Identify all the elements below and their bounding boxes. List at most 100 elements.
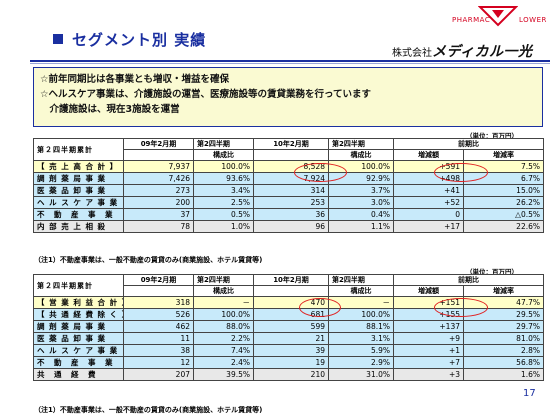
page-title: セグメント別 実績: [72, 31, 207, 49]
row-label: ヘ ル ス ケ ア 事 業: [33, 344, 124, 357]
cell-a: 7,426: [123, 172, 194, 185]
header-period-10: 10年2月期: [253, 274, 329, 286]
cell-c: 253: [253, 196, 329, 209]
table-row: 不 動 産 事 業 12 2.4% 19 2.9% +7 56.8%: [33, 356, 544, 369]
table-row: 医 薬 品 卸 事 業 11 2.2% 21 3.1% +9 81.0%: [33, 332, 544, 345]
cell-e: +3: [393, 368, 464, 381]
header-label: 第２四半期累計: [33, 138, 124, 161]
cell-a: 273: [123, 184, 194, 197]
unit-label: （単位：百万円）: [466, 268, 518, 276]
highlight-circle: [294, 163, 347, 182]
cell-f: 81.0%: [463, 332, 544, 345]
cell-b: 1.0%: [193, 220, 254, 233]
row-label: 医 薬 品 卸 事 業: [33, 332, 124, 345]
table-header-row: 第２四半期累計 09年2月期 第2四半期 10年2月期 第2四半期 前期比: [33, 138, 544, 161]
cell-b: 2.5%: [193, 196, 254, 209]
cell-e: +137: [393, 320, 464, 333]
footnote: （注1）不動産事業は、一般不動産の賃貸のみ(商業施設、ホテル賃貸等): [34, 256, 263, 264]
cell-d: 2.9%: [328, 356, 394, 369]
header-period-09: 09年2月期: [123, 274, 194, 286]
cell-e: +17: [393, 220, 464, 233]
row-label: 内 部 売 上 相 殺: [33, 220, 124, 233]
summary-notes-box: ☆前年同期比は各事業とも増収・増益を確保 ☆ヘルスケア事業は、介護施設の運営、医…: [33, 67, 543, 127]
row-label: 【 共 通 経 費 除 く 】: [33, 308, 124, 321]
cell-e: +41: [393, 184, 464, 197]
profit-table: 第２四半期累計 09年2月期 第2四半期 10年2月期 第2四半期 前期比 構成…: [33, 274, 544, 381]
header-blank: [123, 149, 194, 161]
cell-c: 21: [253, 332, 329, 345]
highlight-circle: [434, 163, 488, 182]
header-period-10: 10年2月期: [253, 138, 329, 150]
header-period-09: 09年2月期: [123, 138, 194, 150]
cell-b: 2.4%: [193, 356, 254, 369]
row-label: 不 動 産 事 業: [33, 356, 124, 369]
highlight-circle: [434, 298, 488, 317]
cell-a: 37: [123, 208, 194, 221]
company-prefix: 株式会社: [392, 48, 432, 59]
cell-c: 19: [253, 356, 329, 369]
table-row: 内 部 売 上 相 殺 78 1.0% 96 1.1% +17 22.6%: [33, 220, 544, 233]
cell-a: 462: [123, 320, 194, 333]
cell-e: 0: [393, 208, 464, 221]
cell-d: 0.4%: [328, 208, 394, 221]
cell-f: 2.8%: [463, 344, 544, 357]
table-row: 共 通 経 費 207 39.5% 210 31.0% +3 1.6%: [33, 368, 544, 381]
header-diff: 増減額: [393, 285, 464, 297]
table-row: ヘ ル ス ケ ア 事 業 200 2.5% 253 3.0% +52 26.2%: [33, 196, 544, 209]
cell-b: 88.0%: [193, 320, 254, 333]
header-divider-thin: [30, 63, 550, 64]
cell-f: 22.6%: [463, 220, 544, 233]
header-prev: 前期比: [393, 138, 544, 150]
cell-c: 39: [253, 344, 329, 357]
table-row: ヘ ル ス ケ ア 事 業 38 7.4% 39 5.9% +1 2.8%: [33, 344, 544, 357]
header-blank: [253, 149, 329, 161]
header-blank: [123, 285, 194, 297]
unit-label: （単位：百万円）: [466, 132, 518, 140]
cell-a: 7,937: [123, 160, 194, 173]
row-label: ヘ ル ス ケ ア 事 業: [33, 196, 124, 209]
cell-a: 526: [123, 308, 194, 321]
note-line: ☆ヘルスケア事業は、介護施設の運営、医療施設等の賃貸業務を行っています: [40, 89, 372, 100]
row-label: 【 売 上 高 合 計 】: [33, 160, 124, 173]
table-header-row: 構成比 構成比 増減額 増減率: [34, 285, 544, 297]
row-label: 医 薬 品 卸 事 業: [33, 184, 124, 197]
cell-c: 96: [253, 220, 329, 233]
cell-a: 200: [123, 196, 194, 209]
sales-table: 第２四半期累計 09年2月期 第2四半期 10年2月期 第2四半期 前期比 構成…: [33, 138, 544, 233]
cell-d: 88.1%: [328, 320, 394, 333]
cell-c: 599: [253, 320, 329, 333]
cell-d: 5.9%: [328, 344, 394, 357]
row-label: 共 通 経 費: [33, 368, 124, 381]
footnote: （注1）不動産事業は、一般不動産の賃貸のみ(商業施設、ホテル賃貸等): [34, 406, 263, 414]
page-number: 17: [523, 388, 536, 399]
cell-e: +1: [393, 344, 464, 357]
cell-e: +52: [393, 196, 464, 209]
cell-c: 314: [253, 184, 329, 197]
cell-a: 207: [123, 368, 194, 381]
cell-a: 12: [123, 356, 194, 369]
cell-b: －: [193, 296, 254, 309]
cell-b: 93.6%: [193, 172, 254, 185]
cell-b: 2.2%: [193, 332, 254, 345]
cell-a: 78: [123, 220, 194, 233]
logo-text-right: LOWER: [519, 16, 547, 24]
header-diff: 増減額: [393, 149, 464, 161]
logo-text-left: PHARMAC: [452, 16, 491, 24]
company-name: 株式会社メディカル一光: [392, 41, 533, 61]
title-bullet: [53, 34, 63, 44]
cell-c: 36: [253, 208, 329, 221]
cell-b: 39.5%: [193, 368, 254, 381]
cell-a: 38: [123, 344, 194, 357]
cell-f: 15.0%: [463, 184, 544, 197]
note-line: ☆前年同期比は各事業とも増収・増益を確保: [40, 74, 230, 85]
company-logo-icon: [478, 6, 518, 27]
header-blank: [253, 285, 329, 297]
header-divider: [30, 60, 550, 62]
header-q2: 第2四半期: [193, 274, 254, 286]
cell-a: 318: [123, 296, 194, 309]
row-label: 調 剤 薬 局 事 業: [33, 172, 124, 185]
note-line: 介護施設は、現在3施設を運営: [40, 104, 180, 115]
header-prev: 前期比: [393, 274, 544, 286]
cell-d: 3.0%: [328, 196, 394, 209]
table-header-row: 第２四半期累計 09年2月期 第2四半期 10年2月期 第2四半期 前期比: [33, 274, 544, 297]
